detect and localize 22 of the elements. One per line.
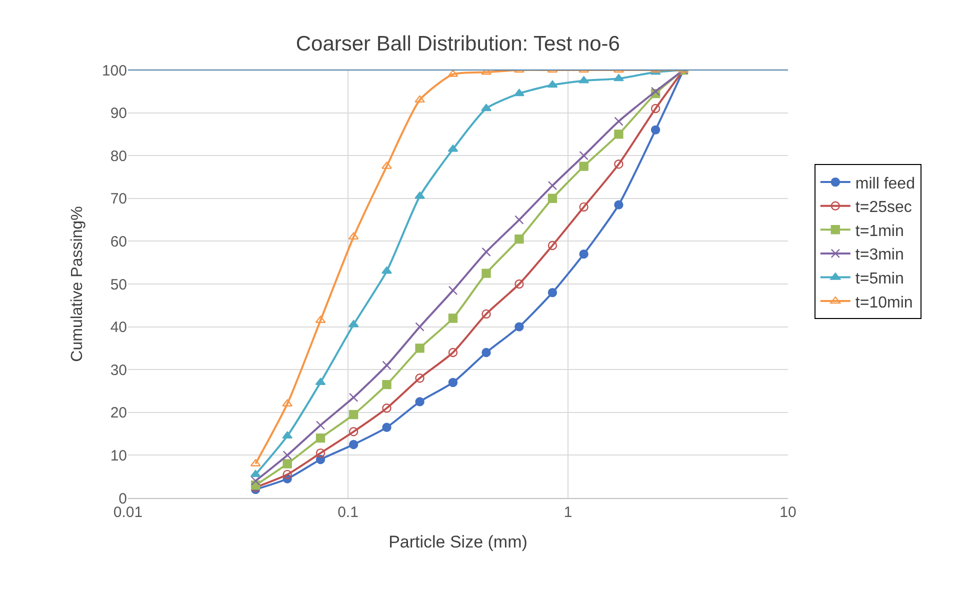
y-tick-label: 80 xyxy=(110,148,127,165)
legend-label: t=10min xyxy=(855,294,913,312)
y-tick-label: 10 xyxy=(110,447,127,464)
y-tick-label: 90 xyxy=(110,105,127,122)
legend-label: t=25sec xyxy=(855,199,912,216)
y-tick-label: 60 xyxy=(110,233,127,250)
legend-label: t=1min xyxy=(855,222,904,240)
legend-label: mill feed xyxy=(855,175,915,192)
y-tick-label: 40 xyxy=(110,319,127,336)
y-tick-label: 30 xyxy=(110,362,127,379)
y-tick-label: 100 xyxy=(102,62,127,80)
legend-label: t=3min xyxy=(855,246,904,264)
y-axis-title: Cumulative Passing% xyxy=(68,206,86,362)
x-tick-label: 0.1 xyxy=(338,504,358,521)
y-tick-label: 50 xyxy=(110,276,127,294)
x-axis-title: Particle Size (mm) xyxy=(388,532,528,552)
x-tick-label: 1 xyxy=(564,504,572,521)
y-tick-label: 70 xyxy=(110,190,127,208)
x-tick-label: 10 xyxy=(780,504,796,521)
y-tick-label: 20 xyxy=(110,404,127,422)
legend-label: t=5min xyxy=(855,270,904,288)
chart-title: Coarser Ball Distribution: Test no-6 xyxy=(296,32,620,56)
